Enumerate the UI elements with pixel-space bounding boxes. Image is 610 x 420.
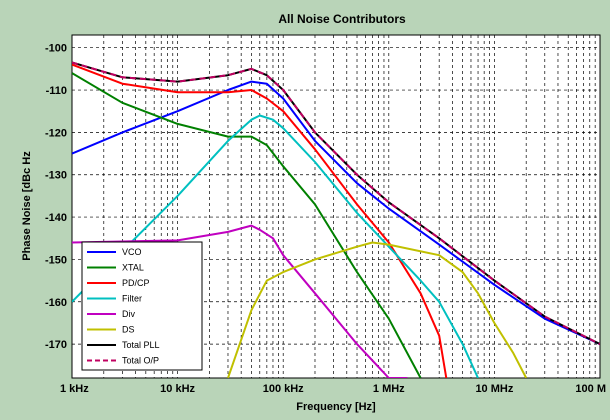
series-line <box>72 224 408 378</box>
legend-label: Total PLL <box>122 340 160 350</box>
series-line <box>72 61 600 345</box>
series-lines <box>72 61 600 378</box>
y-tick-label: -160 <box>45 297 67 309</box>
y-tick-label: -110 <box>46 85 67 97</box>
y-tick-label: -130 <box>45 170 67 182</box>
chart-title: All Noise Contributors <box>278 12 406 26</box>
legend-label: Filter <box>122 294 142 304</box>
x-axis-label: Frequency [Hz] <box>296 401 376 413</box>
legend: VCO XTAL PD/CP Filter Div DS Total PLL Total O/… <box>81 241 203 371</box>
series-line <box>72 80 600 346</box>
legend-label: VCO <box>122 247 142 257</box>
x-tick-label: 1 kHz <box>60 383 89 395</box>
x-tick-label: 10 kHz <box>160 383 195 395</box>
y-tick-labels: -100 -110 -120 -130 -140 -150 -160 -170 <box>45 43 67 351</box>
x-tick-label: 1 MHz <box>373 383 405 395</box>
legend-box <box>81 241 203 371</box>
series-line <box>72 114 479 378</box>
series-line <box>72 72 422 378</box>
series-line <box>72 63 448 378</box>
y-tick-label: -170 <box>45 339 67 351</box>
series-line <box>227 241 528 378</box>
y-tick-label: -120 <box>45 127 67 139</box>
legend-label: XTAL <box>122 263 144 273</box>
x-tick-label: 100 kHz <box>263 383 304 395</box>
y-axis-label: Phase Noise [dBc Hz <box>21 151 33 261</box>
legend-label: DS <box>122 325 135 335</box>
y-tick-label: -150 <box>45 254 67 266</box>
legend-label: Total O/P <box>122 356 159 366</box>
y-tick-label: -140 <box>45 212 67 224</box>
grid-lines <box>72 35 600 378</box>
legend-label: Div <box>122 309 135 319</box>
x-tick-label: 100 M <box>575 383 606 395</box>
legend-label: PD/CP <box>122 278 150 288</box>
x-tick-labels: 1 kHz 10 kHz 100 kHz 1 MHz 10 MHz 100 M <box>60 383 606 395</box>
x-tick-label: 10 MHz <box>475 383 513 395</box>
y-tick-label: -100 <box>45 43 67 55</box>
